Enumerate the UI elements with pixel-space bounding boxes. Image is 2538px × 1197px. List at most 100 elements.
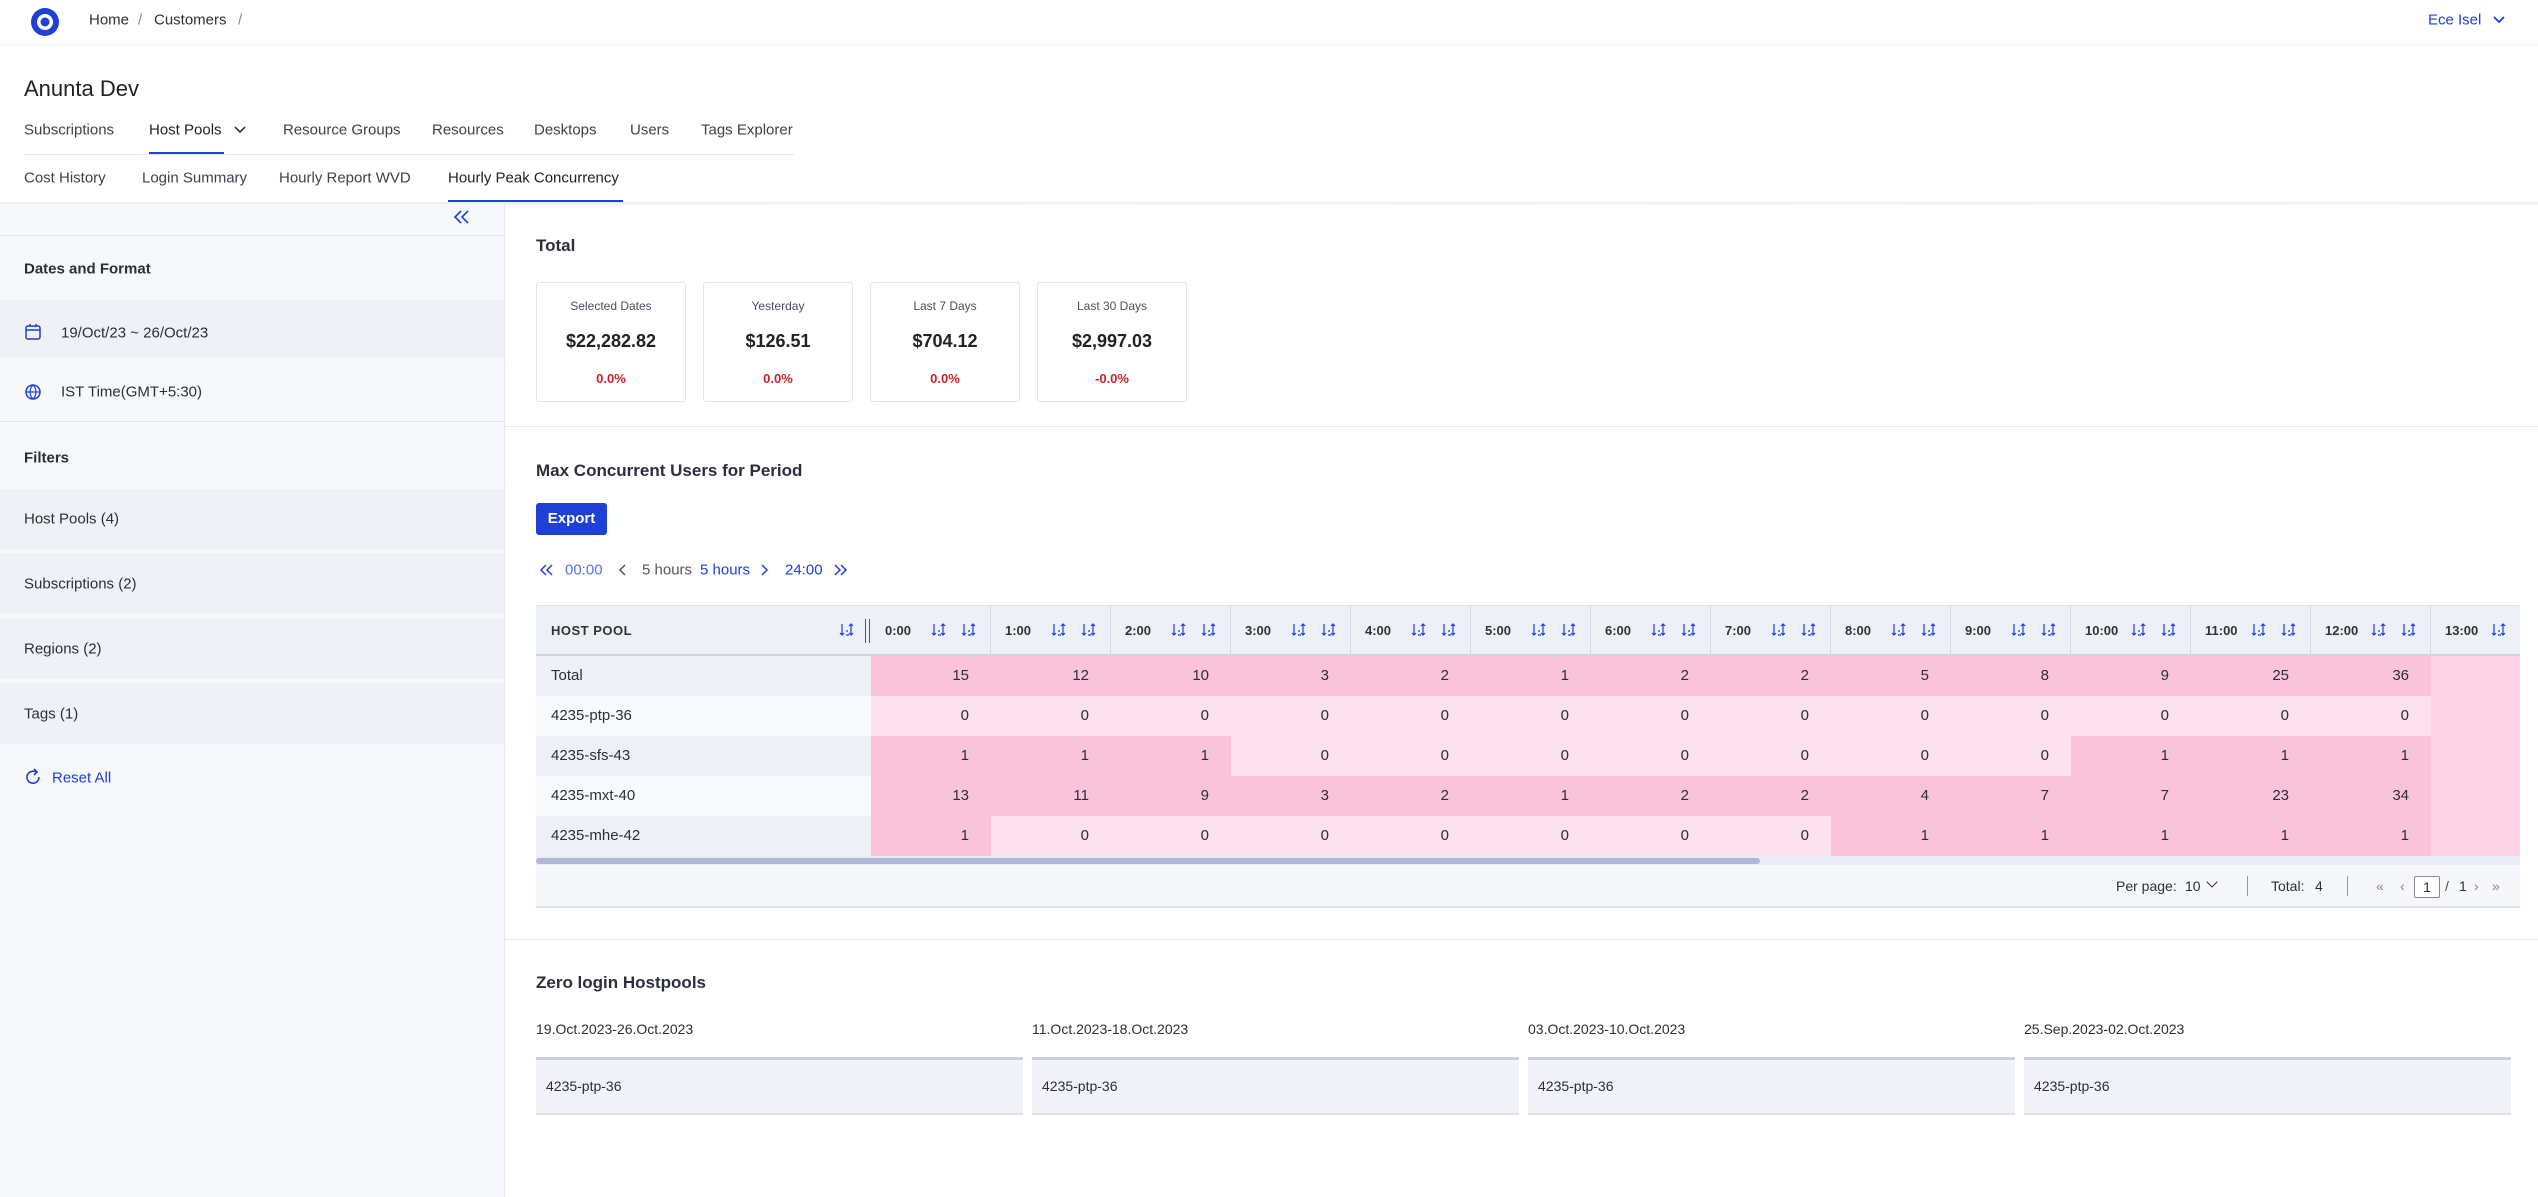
- filter[interactable]: Regions (2): [24, 640, 102, 658]
- cell: 1: [2071, 736, 2191, 776]
- filter[interactable]: Host Pools (4): [24, 510, 120, 528]
- filter[interactable]: Tags (1): [24, 705, 79, 723]
- cell: 1: [1831, 816, 1951, 856]
- hostpool: 4235-ptp-36: [546, 1078, 622, 1094]
- tab[interactable]: Subscriptions: [24, 121, 115, 139]
- sort-icon[interactable]: [1651, 622, 1669, 638]
- cell: 0: [1831, 736, 1951, 776]
- cell: 23: [2191, 776, 2311, 816]
- sort-icon[interactable]: [931, 622, 949, 638]
- sort-icon[interactable]: [1891, 622, 1909, 638]
- cell: 1: [1951, 816, 2071, 856]
- sort-icon[interactable]: [2401, 622, 2419, 638]
- hostpool-box: 4235-ptp-36: [536, 1057, 1023, 1115]
- filter-row[interactable]: [0, 489, 504, 550]
- scroll-thumb[interactable]: [536, 858, 1760, 864]
- sort-icon[interactable]: [2281, 622, 2299, 638]
- per-page[interactable]: 10: [2185, 877, 2201, 894]
- sub-tab[interactable]: Login Summary: [142, 169, 248, 187]
- column-border: [1350, 605, 1351, 656]
- card-change: 0.0%: [930, 371, 960, 386]
- breadcrumb-customers[interactable]: Customers: [154, 11, 227, 29]
- user-menu[interactable]: Ece Isel: [2428, 11, 2482, 29]
- per-page-label: Per page:: [2116, 877, 2177, 894]
- card: Last 7 Days $704.12 0.0%: [870, 282, 1020, 402]
- footer-separator: [2247, 875, 2248, 896]
- tab[interactable]: Desktops: [534, 121, 597, 139]
- page-input[interactable]: 1: [2414, 875, 2440, 898]
- sort-icon[interactable]: [2041, 622, 2059, 638]
- breadcrumb-home[interactable]: Home: [89, 11, 130, 29]
- hostpool: 4235-ptp-36: [1538, 1078, 1614, 1094]
- sort-icon[interactable]: [1531, 622, 1549, 638]
- timezone[interactable]: IST Time(GMT+5:30): [61, 383, 203, 401]
- sort-icon[interactable]: [2371, 622, 2389, 638]
- row-label: Total: [536, 656, 871, 696]
- sort-icon[interactable]: [1801, 622, 1819, 638]
- cell: 1: [2071, 816, 2191, 856]
- pager-prev[interactable]: ‹: [2400, 877, 2405, 894]
- sort-icon[interactable]: [961, 622, 979, 638]
- filter[interactable]: Subscriptions (2): [24, 575, 137, 593]
- tab[interactable]: Resource Groups: [283, 121, 401, 139]
- nav-prev-label[interactable]: 5 hours: [642, 561, 693, 579]
- tab-active[interactable]: Host Pools: [149, 121, 222, 139]
- sub-tab-underline: [448, 200, 623, 202]
- nav-prev[interactable]: [617, 562, 629, 578]
- tab[interactable]: Users: [630, 121, 670, 139]
- collapse-button[interactable]: [452, 208, 472, 226]
- sort-icon[interactable]: [839, 622, 857, 638]
- sort-icon[interactable]: [2131, 622, 2149, 638]
- sort-icon[interactable]: [2491, 622, 2509, 638]
- pager-first[interactable]: «: [2376, 877, 2384, 894]
- cell: 0: [1471, 696, 1591, 736]
- cell: 11: [991, 776, 1111, 816]
- sort-icon[interactable]: [1291, 622, 1309, 638]
- card-change: 0.0%: [596, 371, 626, 386]
- cell: 7: [1951, 776, 2071, 816]
- sort-icon[interactable]: [1411, 622, 1429, 638]
- sort-icon[interactable]: [1441, 622, 1459, 638]
- breadcrumb-separator: /: [238, 11, 243, 29]
- column-border: [1230, 605, 1231, 656]
- sort-icon[interactable]: [2161, 622, 2179, 638]
- section-title: Max Concurrent Users for Period: [536, 461, 803, 480]
- sort-icon[interactable]: [1921, 622, 1939, 638]
- logo-core: [40, 17, 50, 27]
- export-button[interactable]: Export: [536, 503, 607, 535]
- sort-icon[interactable]: [1051, 622, 1069, 638]
- column-border: [990, 605, 991, 656]
- sort-icon[interactable]: [1201, 622, 1219, 638]
- column-border: [1950, 605, 1951, 656]
- pager-next[interactable]: ›: [2474, 877, 2479, 894]
- nav-last[interactable]: [832, 562, 850, 578]
- reset-all[interactable]: Reset All: [52, 769, 112, 787]
- tab[interactable]: Resources: [432, 121, 504, 139]
- sort-icon[interactable]: [1681, 622, 1699, 638]
- tab[interactable]: Tags Explorer: [701, 121, 793, 139]
- sort-icon[interactable]: [1081, 622, 1099, 638]
- sort-icon[interactable]: [1321, 622, 1339, 638]
- cell: 1: [1471, 776, 1591, 816]
- pager-last[interactable]: »: [2492, 877, 2500, 894]
- sort-icon[interactable]: [1561, 622, 1579, 638]
- filter-row[interactable]: [0, 618, 504, 679]
- section-title: Zero login Hostpools: [536, 973, 706, 992]
- card-change: 0.0%: [763, 371, 793, 386]
- nav-first[interactable]: [538, 562, 556, 578]
- nav-next-label[interactable]: 5 hours: [700, 561, 751, 579]
- sort-icon[interactable]: [2011, 622, 2029, 638]
- sub-tab-active[interactable]: Hourly Peak Concurrency: [448, 169, 619, 187]
- filter-row[interactable]: [0, 553, 504, 614]
- filter-row[interactable]: [0, 683, 504, 744]
- date-row[interactable]: [0, 300, 504, 358]
- sort-icon[interactable]: [1771, 622, 1789, 638]
- sort-icon[interactable]: [1171, 622, 1189, 638]
- cell: 1: [1111, 736, 1231, 776]
- section-title: Dates and Format: [24, 260, 151, 278]
- nav-next[interactable]: [758, 562, 770, 578]
- sub-tab[interactable]: Cost History: [24, 169, 106, 187]
- sort-icon[interactable]: [2251, 622, 2269, 638]
- sub-tab[interactable]: Hourly Report WVD: [279, 169, 411, 187]
- logo[interactable]: [28, 6, 62, 38]
